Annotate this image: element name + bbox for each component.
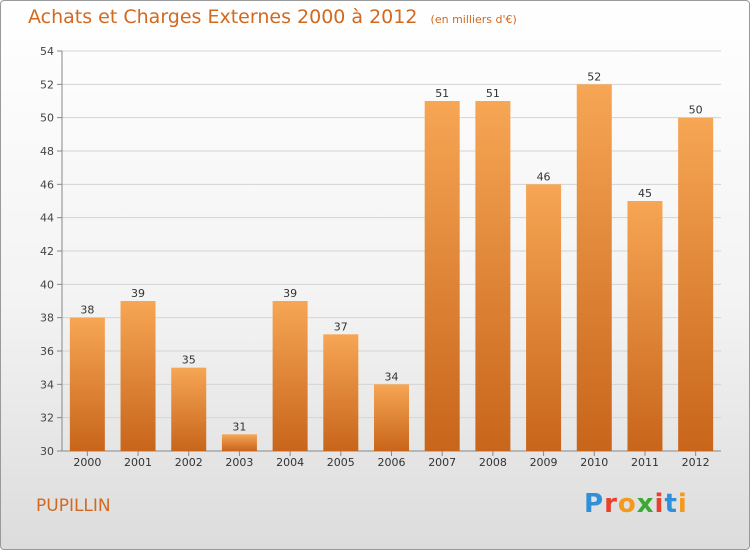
bar [627,201,663,451]
y-tick-label: 36 [40,345,54,358]
bar [171,367,207,451]
y-tick-label: 54 [40,45,54,58]
bar [424,101,460,451]
data-label: 46 [537,170,551,183]
logo-letter: i [654,489,665,519]
y-tick-label: 50 [40,112,54,125]
bar [576,84,612,451]
bar [526,184,562,452]
y-tick-label: 44 [40,212,54,225]
data-label: 51 [486,87,500,100]
x-tick-label: 2010 [580,456,608,469]
data-label: 45 [638,187,652,200]
x-tick-label: 2005 [327,456,355,469]
logo-letter: P [584,489,605,519]
y-tick-label: 52 [40,78,54,91]
data-label: 34 [385,370,399,383]
bar [69,317,105,451]
y-tick-label: 32 [40,412,54,425]
x-tick-label: 2012 [682,456,710,469]
chart-title-text: Achats et Charges Externes 2000 à 2012 [28,6,418,28]
y-tick-label: 48 [40,145,54,158]
y-tick-label: 42 [40,245,54,258]
bar [221,434,257,451]
x-tick-label: 2009 [530,456,558,469]
data-label: 52 [587,70,601,83]
data-label: 35 [182,354,196,367]
x-tick-label: 2001 [124,456,152,469]
chart-title: Achats et Charges Externes 2000 à 2012 (… [28,6,517,28]
data-label: 37 [334,320,348,333]
x-tick-label: 2006 [378,456,406,469]
y-tick-label: 46 [40,178,54,191]
logo-letter: x [636,489,655,519]
logo-letter: r [604,489,618,519]
data-label: 39 [131,287,145,300]
logo-letter: i [677,489,688,519]
x-tick-label: 2002 [175,456,203,469]
x-tick-label: 2007 [428,456,456,469]
y-tick-label: 38 [40,312,54,325]
x-tick-label: 2011 [631,456,659,469]
data-label: 50 [689,104,703,117]
bar [120,301,156,451]
y-tick-label: 40 [40,278,54,291]
proxiti-logo: Proxiti [584,489,688,519]
bar [374,384,409,451]
x-tick-label: 2003 [225,456,253,469]
chart-unit-text: (en milliers d'€) [430,13,517,26]
x-tick-label: 2000 [73,456,101,469]
bar [272,301,308,451]
data-label: 38 [80,304,94,317]
x-tick-label: 2004 [276,456,304,469]
commune-name: PUPILLIN [36,496,111,516]
x-tick-label: 2008 [479,456,507,469]
bar [678,117,714,452]
bar [323,334,359,451]
y-tick-label: 34 [40,378,54,391]
logo-letter: t [664,489,678,519]
y-tick-label: 30 [40,445,54,458]
data-label: 51 [435,87,449,100]
logo-letter: o [617,489,637,519]
data-label: 39 [283,287,297,300]
bar [475,101,511,451]
data-label: 31 [232,420,246,433]
